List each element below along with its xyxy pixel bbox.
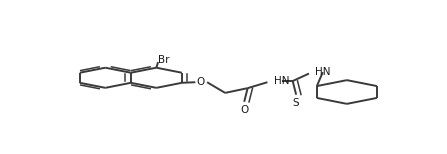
Text: O: O	[240, 105, 249, 115]
Text: Br: Br	[158, 55, 169, 65]
Text: O: O	[197, 77, 205, 87]
Text: HN: HN	[274, 76, 289, 86]
Text: S: S	[293, 98, 299, 108]
Text: HN: HN	[315, 67, 331, 77]
